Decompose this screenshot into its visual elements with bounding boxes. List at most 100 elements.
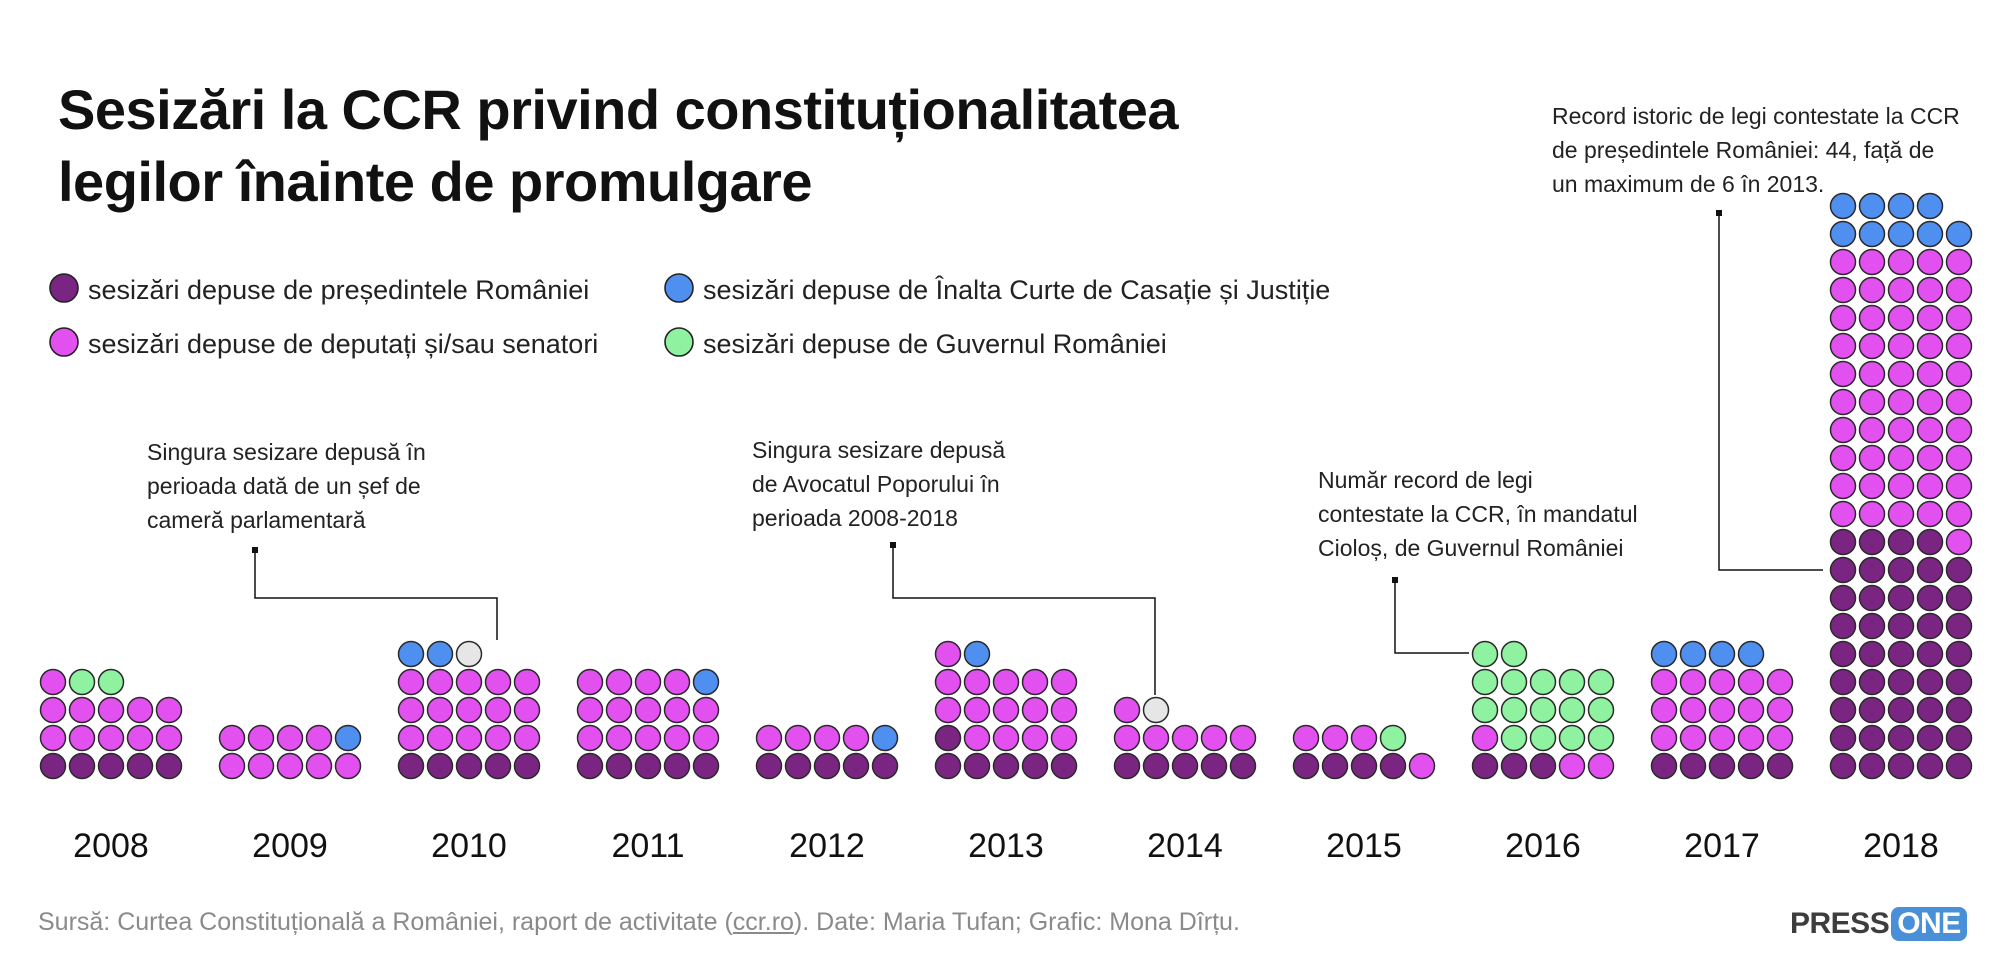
legend-swatch-presedinte — [49, 273, 79, 303]
waffle-group-2008: 2008 — [39, 668, 183, 865]
dot-deputati-2010 — [455, 696, 483, 724]
dot-deputati-2018 — [1829, 248, 1857, 276]
dot-deputati-2018 — [1945, 388, 1973, 416]
dot-deputati-2013 — [963, 668, 991, 696]
dot-presedinte-2012 — [784, 752, 812, 780]
dot-deputati-2018 — [1916, 248, 1944, 276]
dot-presedinte-2011 — [634, 752, 662, 780]
dot-deputati-2018 — [1916, 360, 1944, 388]
dot-guvern-2016 — [1471, 640, 1499, 668]
waffle-group-2011: 2011 — [576, 668, 720, 865]
dot-presedinte-2018 — [1887, 528, 1915, 556]
dot-guvern-2016 — [1471, 668, 1499, 696]
dot-deputati-2013 — [934, 640, 962, 668]
dot-presedinte-2018 — [1916, 640, 1944, 668]
dot-presedinte-2010 — [484, 752, 512, 780]
dot-presedinte-2008 — [39, 752, 67, 780]
dot-deputati-2008 — [155, 724, 183, 752]
dot-iccj-2010 — [397, 640, 425, 668]
dot-avocat-2010 — [455, 640, 483, 668]
dot-presedinte-2018 — [1829, 752, 1857, 780]
dot-deputati-2013 — [1050, 696, 1078, 724]
dot-deputati-2009 — [334, 752, 362, 780]
legend-swatch-guvern — [664, 327, 694, 357]
dot-deputati-2018 — [1887, 416, 1915, 444]
dot-guvern-2016 — [1529, 724, 1557, 752]
dot-presedinte-2008 — [97, 752, 125, 780]
dot-guvern-2008 — [97, 668, 125, 696]
dot-deputati-2018 — [1829, 332, 1857, 360]
dot-presedinte-2018 — [1858, 752, 1886, 780]
footer-prefix: Sursă: Curtea Constituțională a României… — [38, 908, 733, 936]
dot-deputati-2013 — [1050, 668, 1078, 696]
dot-deputati-2014 — [1229, 724, 1257, 752]
dot-presedinte-2018 — [1829, 696, 1857, 724]
dot-guvern-2016 — [1587, 668, 1615, 696]
dot-iccj-2018 — [1858, 220, 1886, 248]
waffle-group-2015: 2015 — [1292, 724, 1436, 865]
dot-presedinte-2018 — [1887, 668, 1915, 696]
dot-presedinte-2010 — [426, 752, 454, 780]
dot-deputati-2010 — [426, 724, 454, 752]
source-link[interactable]: ccr.ro — [732, 908, 794, 936]
dot-guvern-2016 — [1587, 724, 1615, 752]
annotation-line: Cioloș, de Guvernul României — [1318, 535, 1624, 561]
waffle-group-2017: 2017 — [1650, 640, 1794, 865]
legend-item-deputati: sesizări depuse de deputați și/sau senat… — [49, 327, 598, 359]
annotation-leader — [892, 545, 1156, 695]
dot-deputati-2010 — [397, 668, 425, 696]
dot-deputati-2008 — [39, 724, 67, 752]
dot-deputati-2010 — [513, 696, 541, 724]
dot-deputati-2011 — [663, 724, 691, 752]
dot-presedinte-2018 — [1858, 528, 1886, 556]
dot-deputati-2013 — [934, 696, 962, 724]
title-line-1: Sesizări la CCR privind constituționalit… — [58, 78, 1179, 141]
dot-presedinte-2018 — [1829, 528, 1857, 556]
dot-deputati-2015 — [1292, 724, 1320, 752]
dot-deputati-2009 — [218, 724, 246, 752]
dot-deputati-2011 — [605, 696, 633, 724]
dot-deputati-2009 — [247, 752, 275, 780]
dot-deputati-2010 — [397, 696, 425, 724]
dot-iccj-2017 — [1679, 640, 1707, 668]
dot-deputati-2018 — [1916, 472, 1944, 500]
annotation-text-2018: Record istoric de legi contestate la CCR… — [1552, 103, 1960, 197]
dot-presedinte-2010 — [455, 752, 483, 780]
dot-iccj-2018 — [1945, 220, 1973, 248]
dot-deputati-2018 — [1829, 472, 1857, 500]
dot-deputati-2018 — [1829, 500, 1857, 528]
dot-deputati-2012 — [842, 724, 870, 752]
dot-deputati-2018 — [1858, 304, 1886, 332]
dot-deputati-2011 — [663, 696, 691, 724]
year-label-2011: 2011 — [611, 827, 684, 865]
dot-guvern-2016 — [1500, 668, 1528, 696]
year-label-2008: 2008 — [73, 827, 149, 865]
annotation-line: contestate la CCR, în mandatul — [1318, 501, 1638, 527]
dot-iccj-2018 — [1829, 220, 1857, 248]
dot-presedinte-2018 — [1945, 668, 1973, 696]
dot-presedinte-2018 — [1887, 696, 1915, 724]
dot-presedinte-2017 — [1679, 752, 1707, 780]
dot-deputati-2010 — [484, 668, 512, 696]
dot-guvern-2016 — [1500, 696, 1528, 724]
dot-iccj-2017 — [1650, 640, 1678, 668]
waffle-group-2018: 2018 — [1829, 192, 1973, 865]
dot-deputati-2017 — [1650, 724, 1678, 752]
legend-item-iccj: sesizări depuse de Înalta Curte de Casaț… — [664, 273, 1330, 305]
annotation-line: un maximum de 6 în 2013. — [1552, 171, 1824, 197]
annotation-line: perioada dată de un șef de — [147, 473, 421, 499]
dot-deputati-2018 — [1858, 248, 1886, 276]
annotation-text-2016: Număr record de legi contestate la CCR, î… — [1318, 467, 1638, 561]
dot-presedinte-2011 — [663, 752, 691, 780]
dot-guvern-2016 — [1471, 696, 1499, 724]
waffle-group-2009: 2009 — [218, 724, 362, 865]
dot-iccj-2018 — [1916, 192, 1944, 220]
dot-deputati-2008 — [126, 724, 154, 752]
annotation-2016: Număr record de legi contestate la CCR, î… — [1318, 467, 1638, 654]
dot-presedinte-2018 — [1829, 584, 1857, 612]
dot-deputati-2018 — [1916, 416, 1944, 444]
dot-presedinte-2018 — [1945, 584, 1973, 612]
dot-deputati-2018 — [1916, 388, 1944, 416]
dot-deputati-2013 — [992, 724, 1020, 752]
annotation-line: perioada 2008-2018 — [752, 505, 958, 531]
